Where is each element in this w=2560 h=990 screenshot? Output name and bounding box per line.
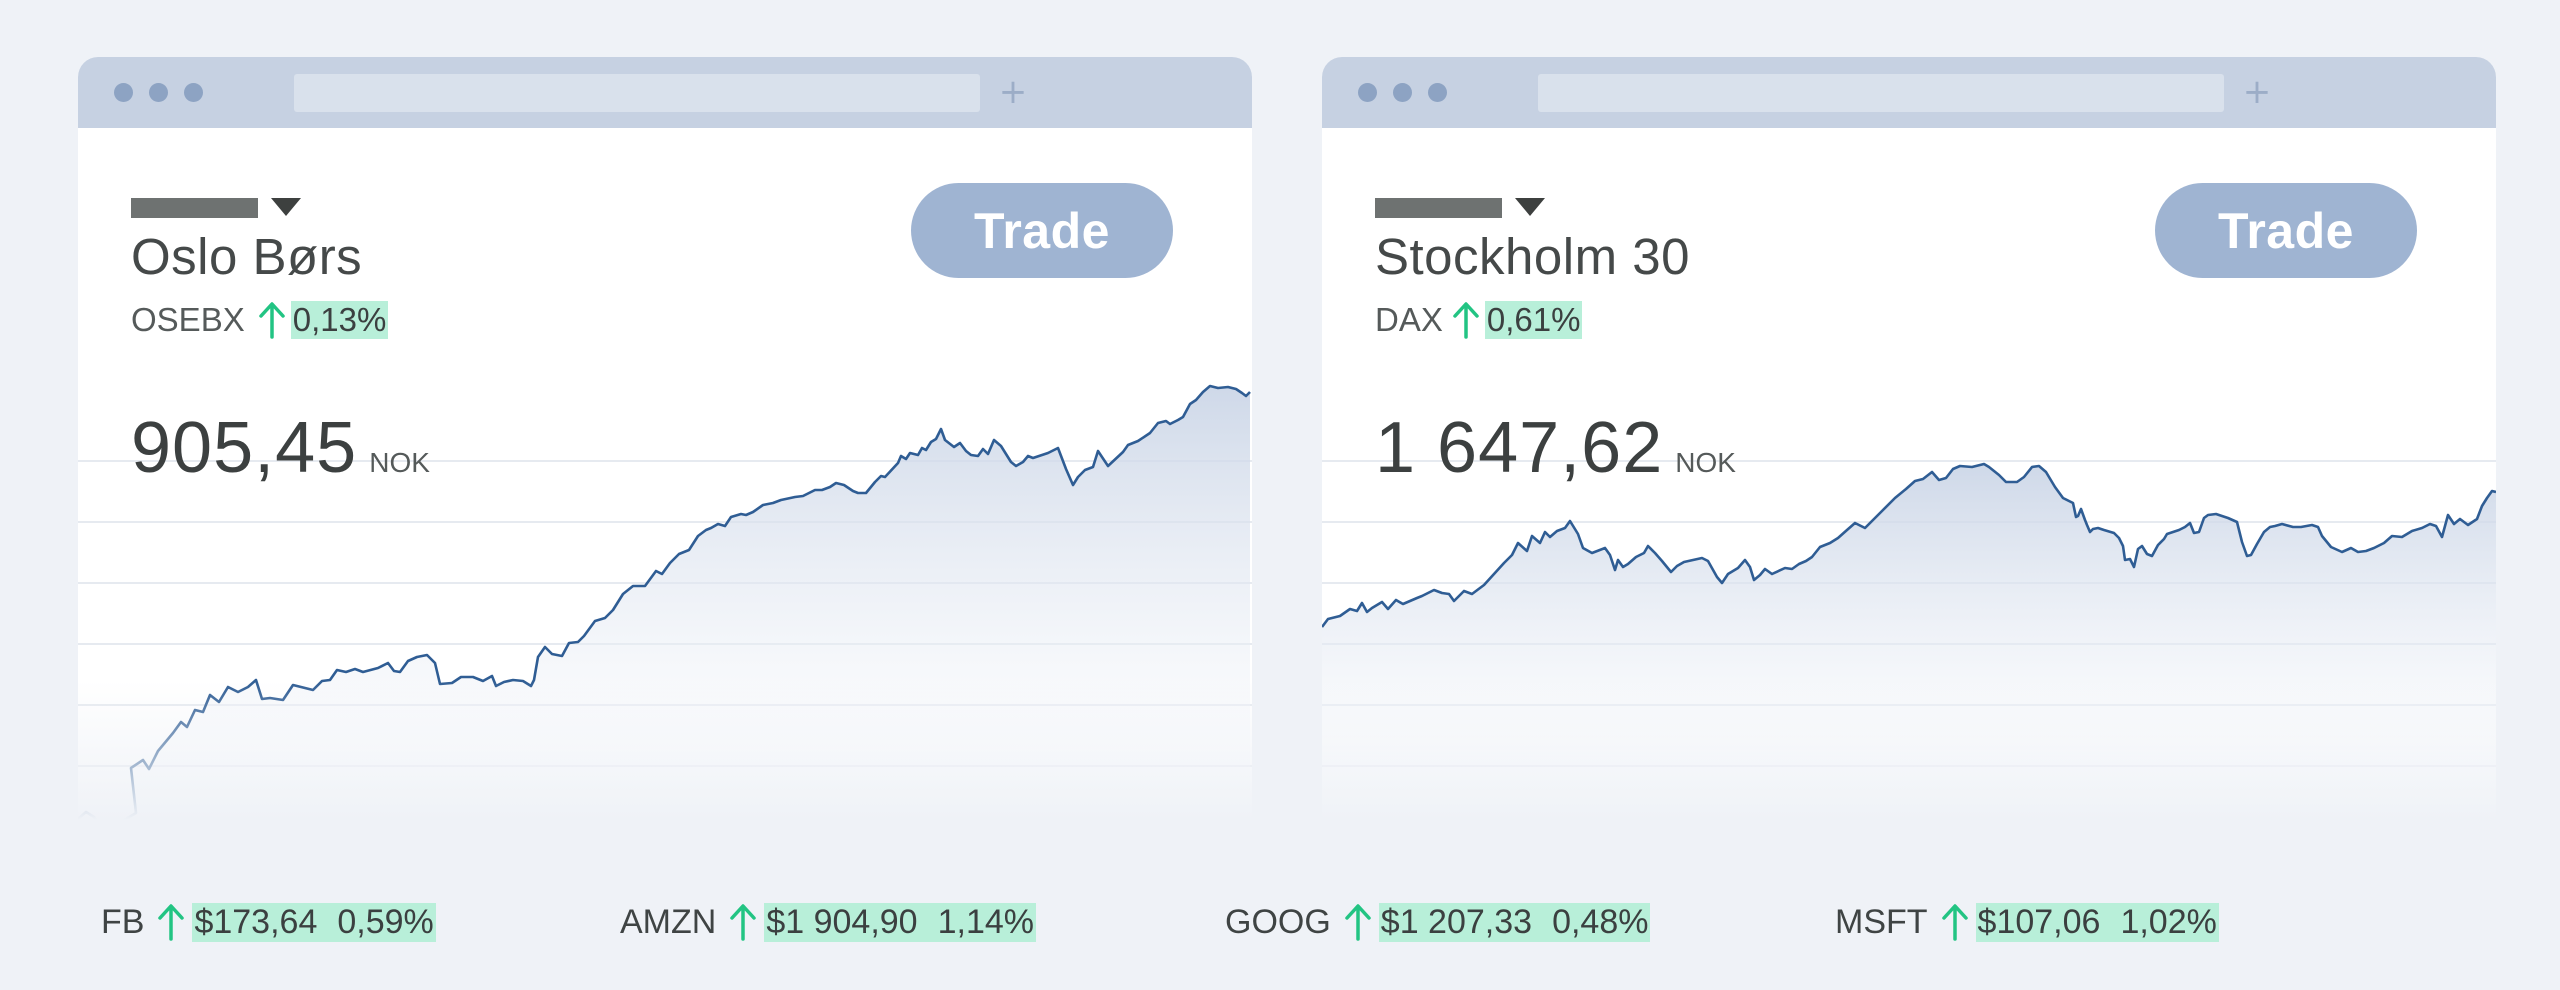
stock-symbol: FB xyxy=(101,902,145,941)
price-chart xyxy=(1322,460,2496,820)
stock-symbol: GOOG xyxy=(1225,902,1331,941)
stock-change: 0,59% xyxy=(337,902,434,941)
index-change: 0,61% xyxy=(1484,301,1583,339)
index-price: 905,45 xyxy=(131,408,358,488)
market-selector-bar[interactable] xyxy=(131,198,258,218)
index-change: 0,13% xyxy=(290,301,389,339)
stock-change: 1,02% xyxy=(2120,902,2217,941)
chevron-down-icon[interactable] xyxy=(271,198,301,216)
stock-ticker-amzn[interactable]: AMZN $1 904,90 1,14% xyxy=(620,897,1036,947)
stock-price: $1 904,90 xyxy=(766,902,918,941)
arrow-up-icon xyxy=(258,302,285,339)
new-tab-plus-icon[interactable]: + xyxy=(998,72,1028,112)
stock-quote: $1 207,33 0,48% xyxy=(1378,902,1651,942)
index-ticker-row: OSEBX 0,13% xyxy=(131,300,389,340)
market-window-oslo: + Oslo Børs OSEBX 0,13% 905,45 NOK Trade xyxy=(78,57,1252,820)
arrow-up-icon xyxy=(1345,904,1371,941)
market-title: Oslo Børs xyxy=(131,228,363,285)
price-row: 905,45 NOK xyxy=(131,407,430,489)
browser-titlebar: + xyxy=(78,57,1252,128)
stock-ticker-fb[interactable]: FB $173,64 0,59% xyxy=(101,897,436,947)
stock-ticker-msft[interactable]: MSFT $107,06 1,02% xyxy=(1835,897,2219,947)
trade-button[interactable]: Trade xyxy=(911,183,1173,278)
arrow-up-icon xyxy=(1941,904,1968,941)
chart-line xyxy=(78,384,1251,820)
address-bar[interactable] xyxy=(294,74,980,112)
stock-quote: $107,06 1,02% xyxy=(1975,902,2219,942)
index-symbol: OSEBX xyxy=(131,301,245,338)
chevron-down-icon[interactable] xyxy=(1515,198,1545,216)
window-minimize-icon[interactable] xyxy=(149,83,168,102)
chart-area xyxy=(1322,464,2496,820)
stock-price: $107,06 xyxy=(1977,902,2101,941)
stock-ticker-goog[interactable]: GOOG $1 207,33 0,48% xyxy=(1225,897,1651,947)
window-maximize-icon[interactable] xyxy=(1428,83,1447,102)
price-row: 1 647,62 NOK xyxy=(1375,407,1736,489)
index-symbol: DAX xyxy=(1375,301,1443,338)
stock-symbol: AMZN xyxy=(620,902,717,941)
stock-quote: $173,64 0,59% xyxy=(192,902,436,942)
market-window-stockholm: + Stockholm 30 DAX 0,61% 1 647,62 NOK Tr… xyxy=(1322,57,2496,820)
stock-change: 1,14% xyxy=(937,902,1034,941)
market-title: Stockholm 30 xyxy=(1375,228,1690,285)
stock-change: 0,48% xyxy=(1552,902,1649,941)
arrow-up-icon xyxy=(730,904,757,941)
stock-symbol: MSFT xyxy=(1835,902,1928,941)
trade-button[interactable]: Trade xyxy=(2155,183,2417,278)
currency-label: NOK xyxy=(1675,447,1736,478)
new-tab-plus-icon[interactable]: + xyxy=(2242,72,2272,112)
chart-area xyxy=(78,386,1250,820)
window-maximize-icon[interactable] xyxy=(184,83,203,102)
window-close-icon[interactable] xyxy=(114,83,133,102)
price-chart xyxy=(78,384,1252,820)
market-selector-bar[interactable] xyxy=(1375,198,1502,218)
index-ticker-row: DAX 0,61% xyxy=(1375,300,1583,340)
browser-titlebar: + xyxy=(1322,57,2496,128)
arrow-up-icon xyxy=(158,904,185,941)
chart-line xyxy=(1322,462,2496,628)
window-close-icon[interactable] xyxy=(1358,83,1377,102)
stock-price: $173,64 xyxy=(194,902,318,941)
stock-price: $1 207,33 xyxy=(1380,902,1533,941)
index-price: 1 647,62 xyxy=(1375,408,1664,488)
stock-quote: $1 904,90 1,14% xyxy=(764,902,1036,942)
currency-label: NOK xyxy=(369,447,430,478)
address-bar[interactable] xyxy=(1538,74,2224,112)
window-minimize-icon[interactable] xyxy=(1393,83,1412,102)
arrow-up-icon xyxy=(1453,302,1479,339)
